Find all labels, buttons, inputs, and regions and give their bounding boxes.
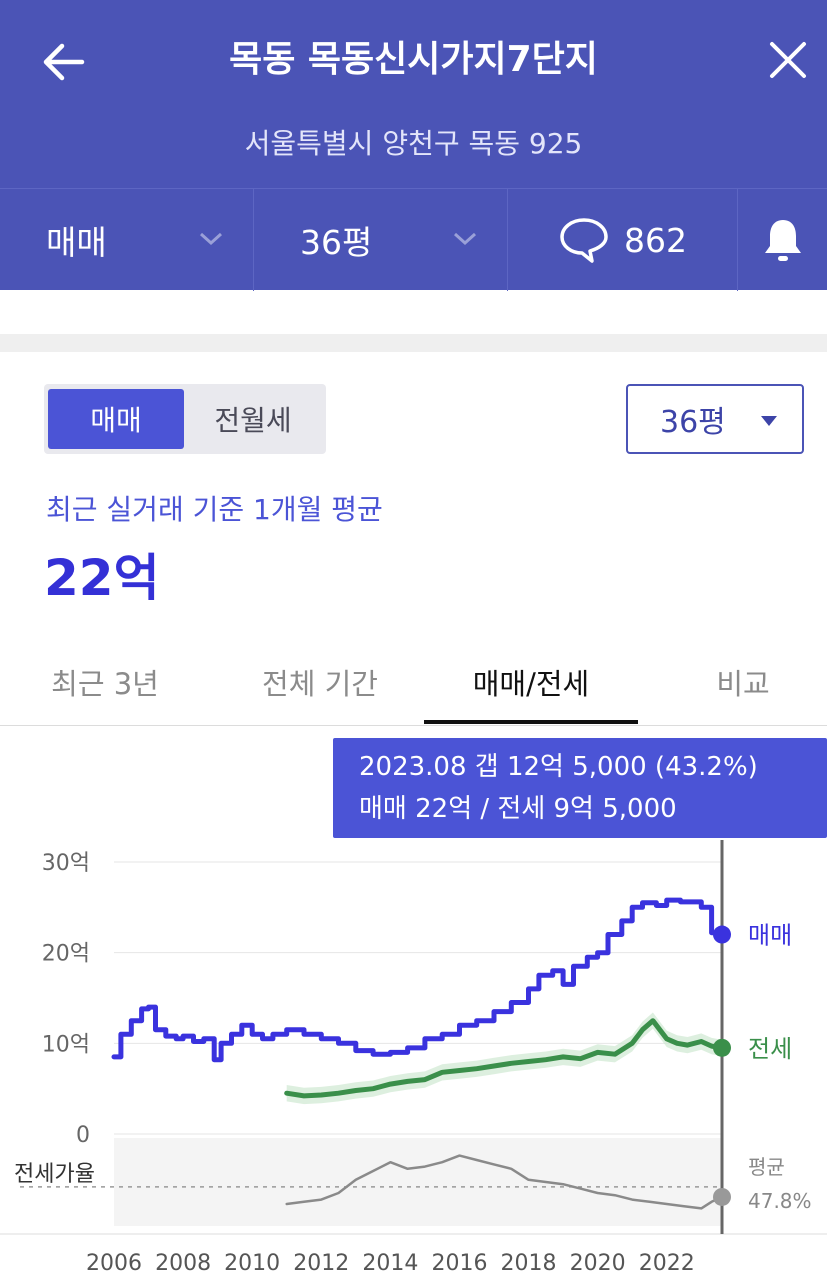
- address-text: 서울특별시 양천구 목동 925: [244, 127, 583, 160]
- tab-all-period[interactable]: 전체 기간: [262, 667, 378, 701]
- size-select-value: 36평: [660, 405, 726, 440]
- active-tab-indicator: [424, 720, 638, 724]
- average-label: 평균: [748, 1155, 785, 1179]
- caret-down-icon: [761, 416, 777, 426]
- price-chart[interactable]: 30억 20억 10억 0 2006 2008 2010 2012 2014 2016 2018 20…: [0, 840, 827, 1278]
- comment-count: 862: [624, 220, 687, 260]
- x-tick-label: 2010: [224, 1251, 280, 1276]
- y-tick-label: 0: [76, 1123, 90, 1148]
- ratio-point: [713, 1187, 731, 1206]
- y-tick-label: 10억: [42, 1032, 90, 1057]
- tooltip-price-line: 매매 22억 / 전세 9억 5,000: [359, 794, 677, 824]
- segment-rent-button[interactable]: 전월세: [214, 404, 292, 437]
- trade-type-label: 매매: [46, 223, 107, 262]
- sale-point: [713, 925, 731, 944]
- x-tick-label: 2020: [570, 1251, 626, 1276]
- ratio-axis-label: 전세가율: [14, 1162, 95, 1187]
- series-line-jeonse: [284, 1018, 725, 1099]
- tooltip-gap-line: 2023.08 갭 12억 5,000 (43.2%): [359, 752, 758, 782]
- trade-segment-control: 매매 전월세: [44, 384, 326, 454]
- average-value: 47.8%: [748, 1189, 812, 1213]
- tab-recent-3y[interactable]: 최근 3년: [51, 667, 159, 701]
- jeonse-point: [713, 1038, 731, 1057]
- ratio-panel-bg: [114, 1138, 722, 1226]
- comments-button[interactable]: 862: [508, 189, 738, 291]
- section-divider: [0, 334, 827, 352]
- x-tick-label: 2008: [155, 1251, 211, 1276]
- tab-compare[interactable]: 비교: [716, 667, 770, 701]
- size-select[interactable]: 36평: [626, 384, 804, 454]
- size-dropdown[interactable]: 36평: [254, 189, 508, 291]
- x-tick-label: 2012: [293, 1251, 349, 1276]
- series-line-ratio: [285, 1154, 724, 1210]
- series-line-sale: [111, 897, 725, 1063]
- chart-tooltip: 2023.08 갭 12억 5,000 (43.2%) 매매 22억 / 전세 …: [333, 738, 827, 838]
- y-tick-label: 20억: [42, 942, 90, 967]
- chevron-down-icon: [199, 232, 223, 246]
- average-price: 22억: [44, 549, 160, 607]
- x-tick-label: 2022: [639, 1251, 695, 1276]
- y-tick-label: 30억: [42, 851, 90, 876]
- x-tick-label: 2006: [86, 1251, 142, 1276]
- price-basis-label: 최근 실거래 기준 1개월 평균: [46, 493, 383, 526]
- bell-icon: [764, 220, 801, 261]
- x-tick-label: 2018: [501, 1251, 557, 1276]
- x-tick-label: 2016: [431, 1251, 487, 1276]
- chevron-down-icon: [453, 232, 477, 246]
- trade-type-dropdown[interactable]: 매매: [0, 189, 254, 291]
- x-tick-label: 2014: [362, 1251, 418, 1276]
- legend-jeonse-label: 전세: [748, 1035, 792, 1063]
- legend-sale-label: 매매: [748, 922, 792, 950]
- size-label: 36평: [300, 223, 373, 262]
- back-arrow-icon[interactable]: [38, 36, 90, 88]
- app-header: 목동 목동신시가지7단지 서울특별시 양천구 목동 925 매매 36평 862: [0, 0, 827, 291]
- close-icon[interactable]: [764, 36, 812, 84]
- segment-sale-button[interactable]: 매매: [48, 389, 184, 449]
- chart-tabs: 최근 3년 전체 기간 매매/전세 비교: [0, 638, 827, 726]
- tab-sale-jeonse[interactable]: 매매/전세: [472, 667, 590, 701]
- page-title: 목동 목동신시가지7단지: [229, 39, 598, 80]
- notification-button[interactable]: [738, 189, 827, 291]
- speech-bubble-icon: [560, 218, 608, 263]
- filter-bar: 매매 36평 862: [0, 188, 827, 291]
